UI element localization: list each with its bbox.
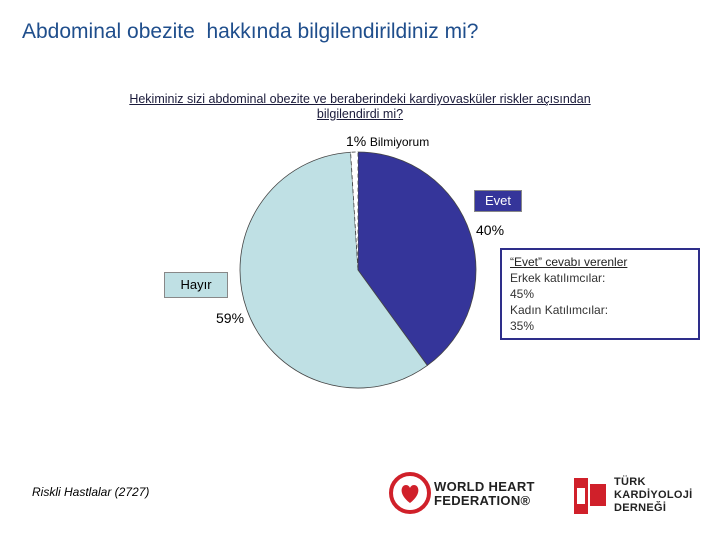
tkd-wordmark: TÜRK KARDİYOLOJİ DERNEĞİ — [614, 476, 692, 515]
bilmiyorum-label: 1% Bilmiyorum — [346, 133, 429, 149]
bilmiyorum-percent: 1% — [346, 133, 367, 149]
hayir-percent: 59% — [216, 310, 245, 326]
tkd-mark-cut-icon — [577, 488, 585, 504]
whf-line2: FEDERATION® — [434, 493, 531, 508]
note-female-label: Kadın Katılımcılar: — [510, 303, 609, 317]
evet-percent: 40% — [476, 222, 505, 238]
pie-slice-hay-r — [239, 151, 428, 389]
tkd-mark-block-icon — [590, 484, 606, 506]
bilmiyorum-name: Bilmiyorum — [369, 135, 430, 149]
whf-line1: WORLD HEART — [434, 479, 535, 494]
survey-question: Hekiminiz sizi abdominal obezite ve bera… — [129, 92, 591, 121]
tkd-line3: DERNEĞİ — [614, 502, 667, 514]
tkd-line2: KARDİYOLOJİ — [614, 489, 693, 501]
slide-title: Abdominal obezite hakkında bilgilendiril… — [22, 20, 479, 43]
sample-footnote: Riskli Hastlalar (2727) — [32, 485, 150, 499]
note-male-value: 45% — [510, 287, 535, 301]
turk-kardiyoloji-logo — [574, 478, 606, 514]
evet-label: Evet — [474, 190, 522, 212]
note-heading: “Evet” cevabı verenler — [510, 255, 628, 269]
pie-slice-bilmiyorum — [350, 151, 359, 271]
whf-wordmark: WORLD HEART FEDERATION® — [434, 480, 535, 508]
whf-ring-icon — [389, 472, 431, 514]
note-male-label: Erkek katılımcılar: — [510, 271, 606, 285]
heart-icon — [401, 485, 419, 503]
pie-slice-evet — [357, 151, 477, 367]
note-female-value: 35% — [510, 319, 535, 333]
world-heart-federation-logo — [389, 472, 431, 514]
evet-breakdown-note: “Evet” cevabı verenler Erkek katılımcıla… — [500, 248, 700, 340]
tkd-line1: TÜRK — [614, 476, 646, 488]
hayir-label: Hayır — [164, 272, 228, 298]
